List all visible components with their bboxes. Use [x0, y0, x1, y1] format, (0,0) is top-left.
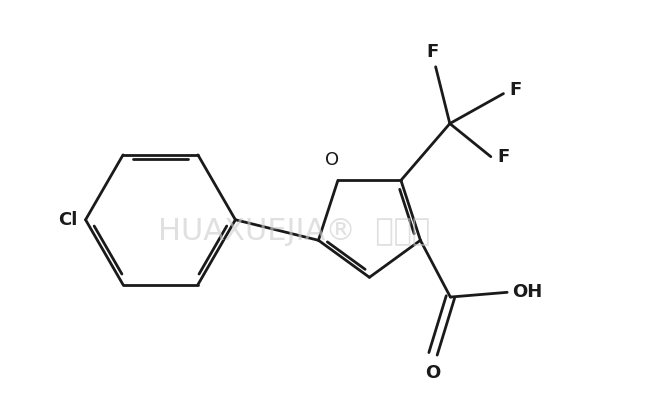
Text: OH: OH	[512, 283, 542, 302]
Text: F: F	[510, 82, 522, 100]
Text: Cl: Cl	[58, 211, 78, 229]
Text: F: F	[497, 148, 510, 166]
Text: HUAXUEJIA®  化学加: HUAXUEJIA® 化学加	[158, 217, 430, 246]
Text: O: O	[426, 364, 441, 382]
Text: F: F	[426, 43, 439, 61]
Text: O: O	[325, 151, 339, 169]
